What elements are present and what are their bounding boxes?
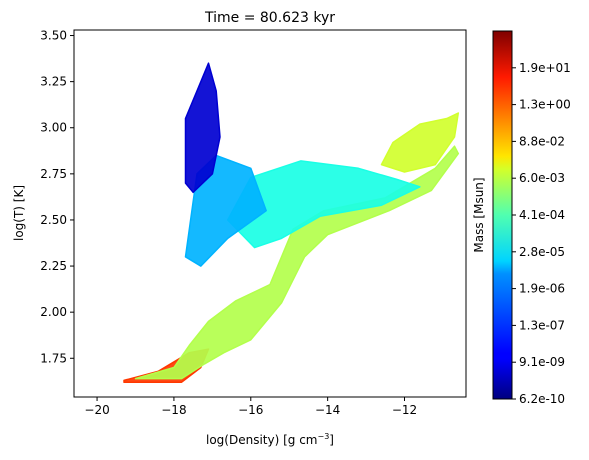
x-tick-label: −16 [238, 403, 263, 417]
colorbar-tick-label: 6.2e-10 [519, 392, 565, 406]
x-tick-label: −12 [392, 403, 417, 417]
x-axis-ticks: −20 −18 −16 −14 −12 [84, 397, 417, 417]
y-tick-label: 2.50 [40, 213, 67, 227]
y-tick-label: 2.75 [40, 167, 67, 181]
x-tick-label: −14 [315, 403, 340, 417]
heatmap-layer [123, 62, 460, 383]
colorbar-tick-label: 9.1e-09 [519, 355, 565, 369]
colorbar-tick-label: 1.9e-06 [519, 282, 565, 296]
colorbar-gradient [492, 30, 513, 400]
y-tick-label: 1.75 [40, 351, 67, 365]
density-region-upper-hot-extension [380, 112, 460, 173]
x-tick-label: −20 [84, 403, 109, 417]
y-tick-label: 3.00 [40, 121, 67, 135]
colorbar-label: Mass [Msun] [472, 177, 486, 252]
plot-area: −20 −18 −16 −14 −12 1.75 2.00 2.25 2.50 2.75 3.00… [40, 29, 467, 417]
y-tick-label: 3.50 [40, 29, 67, 43]
y-tick-label: 3.25 [40, 75, 67, 89]
colorbar-tick-label: 2.8e-05 [519, 245, 565, 259]
plot-frame [73, 29, 467, 398]
colorbar-tick-label: 4.1e-04 [519, 208, 565, 222]
x-tick-label: −18 [161, 403, 186, 417]
colorbar: 6.2e-10 9.1e-09 1.3e-07 1.9e-06 2.8e-05 4.1e-… [472, 30, 571, 406]
colorbar-tick-label: 1.3e-07 [519, 318, 565, 332]
y-axis-ticks: 1.75 2.00 2.25 2.50 2.75 3.00 3.25 3.50 [40, 29, 74, 365]
colorbar-tick-label: 6.0e-03 [519, 171, 565, 185]
y-tick-label: 2.00 [40, 305, 67, 319]
y-tick-label: 2.25 [40, 259, 67, 273]
colorbar-ticks: 6.2e-10 9.1e-09 1.3e-07 1.9e-06 2.8e-05 4.1e-… [512, 61, 571, 406]
colorbar-tick-label: 8.8e-02 [519, 134, 565, 148]
density-region-hot-column-spike [184, 62, 221, 194]
y-axis-label: log(T) [K] [12, 185, 26, 241]
density-region-warm-diffuse-branch [226, 160, 421, 249]
colorbar-tick-label: 1.3e+00 [519, 98, 571, 112]
colorbar-tick-label: 1.9e+01 [519, 61, 571, 75]
chart-title: Time = 80.623 kyr [204, 10, 335, 26]
x-axis-label: log(Density) [g cm−3] [206, 432, 334, 447]
